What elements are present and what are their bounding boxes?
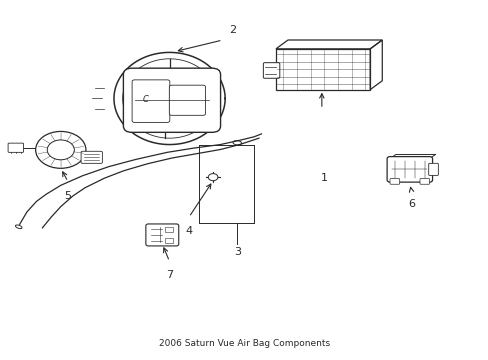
FancyBboxPatch shape — [132, 80, 169, 122]
Text: 5: 5 — [64, 191, 71, 201]
Circle shape — [47, 140, 74, 160]
Ellipse shape — [232, 141, 241, 145]
Bar — [164, 227, 173, 232]
FancyBboxPatch shape — [123, 68, 220, 132]
FancyBboxPatch shape — [81, 151, 102, 163]
Bar — [164, 238, 173, 243]
Ellipse shape — [16, 225, 22, 229]
Text: 4: 4 — [185, 226, 192, 236]
Text: 3: 3 — [233, 247, 240, 257]
FancyBboxPatch shape — [145, 224, 179, 246]
Circle shape — [36, 131, 86, 168]
FancyBboxPatch shape — [263, 63, 279, 78]
Text: C: C — [142, 95, 148, 104]
Text: 2006 Saturn Vue Air Bag Components: 2006 Saturn Vue Air Bag Components — [159, 339, 329, 348]
FancyBboxPatch shape — [169, 85, 205, 115]
FancyBboxPatch shape — [386, 157, 432, 182]
Text: 1: 1 — [320, 173, 327, 183]
Text: 2: 2 — [228, 25, 236, 35]
Text: 6: 6 — [407, 199, 414, 210]
FancyBboxPatch shape — [8, 143, 23, 152]
FancyBboxPatch shape — [428, 163, 437, 175]
FancyBboxPatch shape — [419, 179, 429, 184]
Text: 7: 7 — [165, 270, 173, 280]
Circle shape — [208, 174, 218, 181]
FancyBboxPatch shape — [389, 179, 399, 184]
